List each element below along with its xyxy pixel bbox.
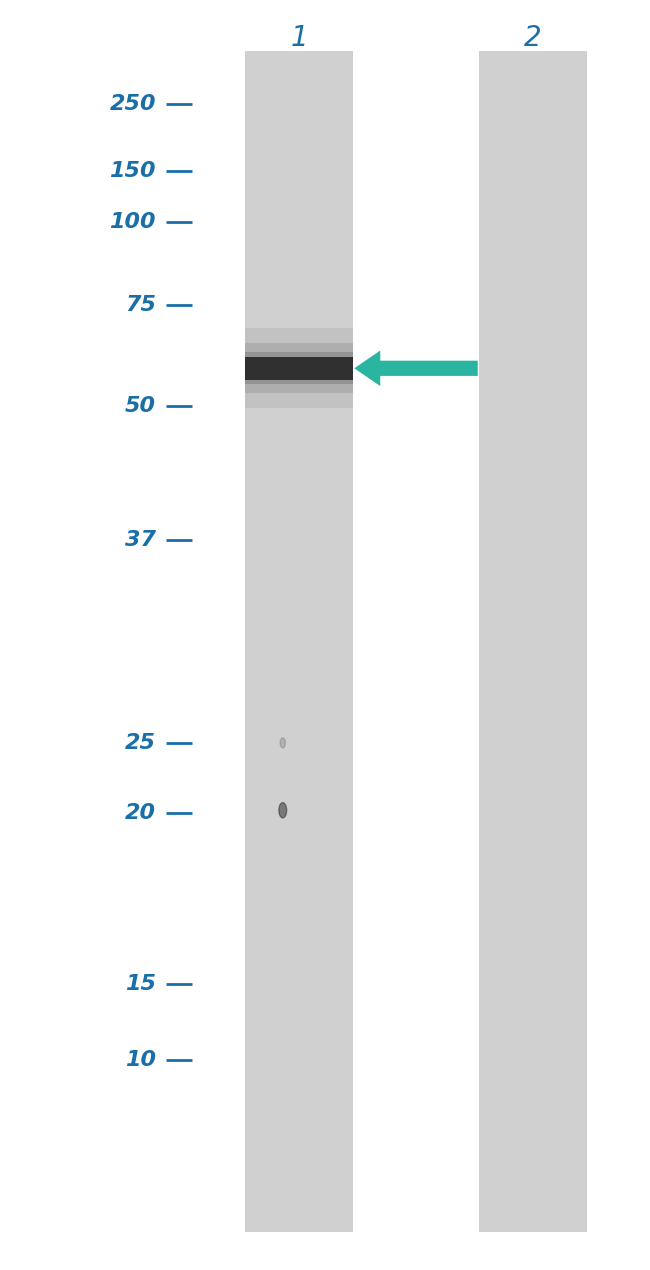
Circle shape (280, 738, 285, 748)
Text: 150: 150 (109, 161, 156, 182)
Text: 250: 250 (109, 94, 156, 114)
Text: 75: 75 (125, 295, 156, 315)
Circle shape (279, 803, 287, 818)
Text: 20: 20 (125, 803, 156, 823)
Text: 50: 50 (125, 396, 156, 417)
Bar (246, 352, 352, 385)
Bar (246, 357, 352, 380)
Text: 1: 1 (290, 24, 308, 52)
Bar (246, 328, 352, 409)
Bar (246, 343, 352, 394)
Polygon shape (354, 351, 478, 386)
Text: 25: 25 (125, 733, 156, 753)
Text: 15: 15 (125, 974, 156, 994)
Bar (479, 51, 586, 1232)
Text: 2: 2 (524, 24, 542, 52)
Bar (246, 51, 352, 1232)
Text: 10: 10 (125, 1050, 156, 1071)
Text: 37: 37 (125, 530, 156, 550)
Text: 100: 100 (109, 212, 156, 232)
